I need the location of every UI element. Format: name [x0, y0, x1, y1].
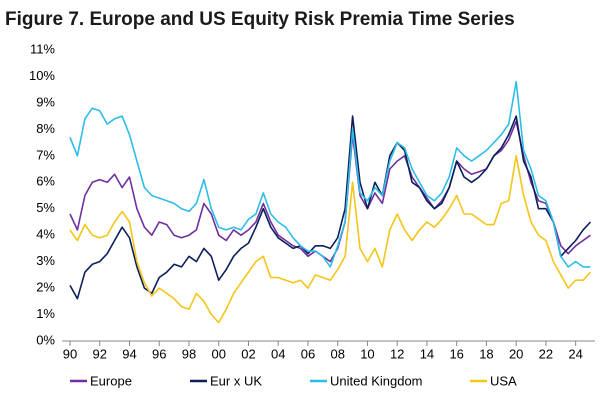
- x-tick-label: 08: [330, 346, 344, 361]
- y-tick-label: 2%: [36, 280, 55, 295]
- y-tick-label: 1%: [36, 306, 55, 321]
- x-tick-label: 02: [241, 346, 255, 361]
- x-tick-label: 20: [509, 346, 523, 361]
- x-tick-label: 10: [360, 346, 374, 361]
- y-tick-label: 5%: [36, 200, 55, 215]
- y-tick-label: 8%: [36, 121, 55, 136]
- x-tick-label: 24: [568, 346, 582, 361]
- y-tick-label: 11%: [30, 41, 55, 56]
- y-tick-label: 10%: [29, 68, 55, 83]
- series-line: [69, 120, 591, 263]
- x-tick-label: 96: [152, 346, 166, 361]
- x-tick-label: 94: [122, 346, 136, 361]
- chart-title: Figure 7. Europe and US Equity Risk Prem…: [5, 9, 515, 30]
- y-tick-label: 7%: [36, 147, 55, 162]
- x-tick-label: 92: [93, 346, 107, 361]
- x-tick-label: 06: [301, 346, 315, 361]
- y-tick-label: 3%: [36, 253, 55, 268]
- y-tick-label: 6%: [36, 174, 55, 189]
- legend-label: USA: [490, 373, 517, 388]
- x-tick-label: 90: [63, 346, 77, 361]
- x-tick-label: 00: [211, 346, 225, 361]
- series-line: [69, 115, 592, 300]
- x-tick-label: 22: [539, 346, 553, 361]
- y-tick-label: 4%: [36, 227, 55, 242]
- x-tick-label: 98: [182, 346, 196, 361]
- series-line: [69, 80, 591, 268]
- series-line: [69, 155, 592, 324]
- y-tick-label: 0%: [36, 332, 55, 347]
- legend-label: United Kingdom: [330, 373, 423, 388]
- x-tick-label: 14: [420, 346, 434, 361]
- x-tick-label: 04: [271, 346, 285, 361]
- legend-label: Europe: [90, 373, 132, 388]
- x-tick-label: 18: [479, 346, 493, 361]
- legend-label: Eur x UK: [210, 373, 262, 388]
- y-tick-label: 9%: [36, 94, 55, 109]
- x-tick-label: 16: [449, 346, 463, 361]
- x-tick-label: 12: [390, 346, 404, 361]
